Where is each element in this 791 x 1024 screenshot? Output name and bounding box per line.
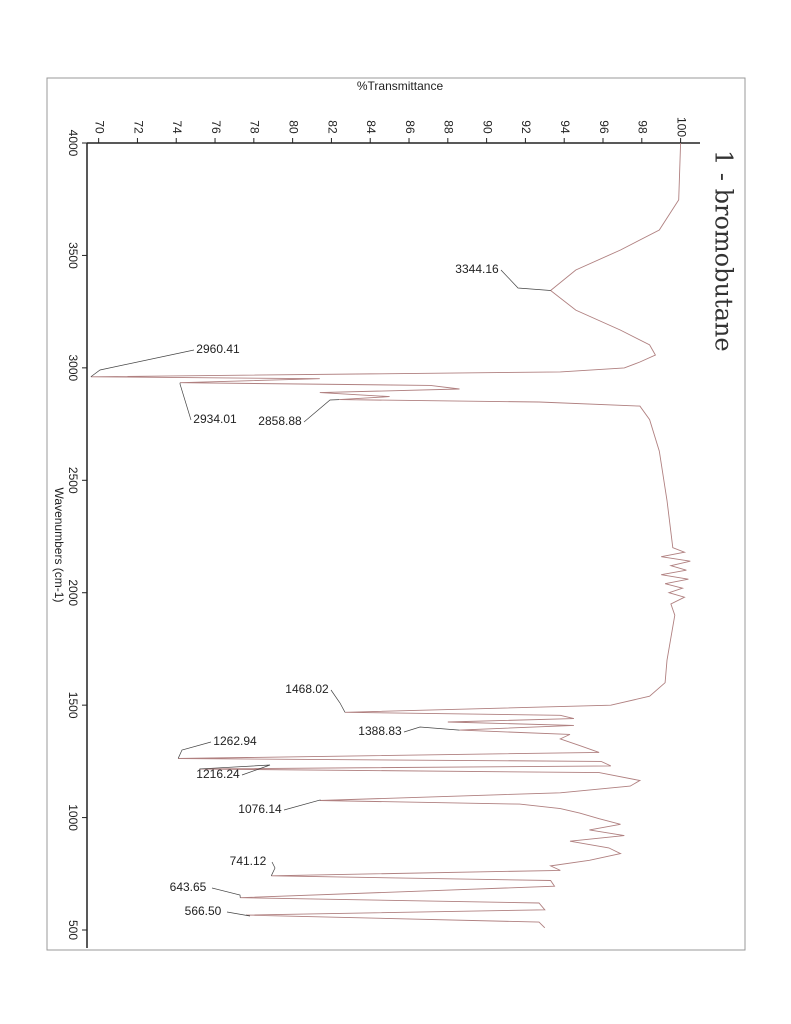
y-tick-label: 94 <box>558 120 572 134</box>
peak-connector <box>179 382 192 421</box>
y-tick-label: 88 <box>442 120 456 134</box>
y-tick-label: 100 <box>674 117 688 137</box>
peak-label: 741.12 <box>230 854 267 868</box>
y-tick-label: 82 <box>325 120 339 134</box>
y-tick-label: 96 <box>597 120 611 134</box>
handwritten-label: 1 - bromobutane <box>710 150 738 352</box>
peak-connector <box>226 911 251 917</box>
peak-label: 566.50 <box>185 904 222 918</box>
peak-connector <box>330 689 346 713</box>
peak-connector <box>303 399 340 423</box>
peak-label: 1076.14 <box>238 802 282 816</box>
peak-connector <box>270 861 276 876</box>
y-tick-label: 84 <box>364 120 378 134</box>
peak-label: 3344.16 <box>455 262 499 276</box>
y-tick-label: 74 <box>170 120 184 134</box>
peak-connector <box>177 741 212 759</box>
peak-label: 2934.01 <box>193 412 237 426</box>
y-tick-label: 90 <box>480 120 494 134</box>
y-tick-label: 80 <box>286 120 300 134</box>
peak-label: 1262.94 <box>213 734 257 748</box>
peak-connector <box>283 799 321 811</box>
x-tick-label: 4000 <box>66 130 80 157</box>
x-tick-label: 1000 <box>66 804 80 831</box>
y-tick-label: 76 <box>209 120 223 134</box>
x-tick-label: 2500 <box>66 467 80 494</box>
peak-connector <box>199 764 271 776</box>
y-tick-label: 98 <box>636 120 650 134</box>
peak-label: 1216.24 <box>196 767 240 781</box>
peak-label: 2858.88 <box>258 414 302 428</box>
y-tick-label: 70 <box>92 120 106 134</box>
y-tick-label: 92 <box>519 120 533 134</box>
y-tick-label: 86 <box>403 120 417 134</box>
peak-label: 1388.83 <box>358 724 402 738</box>
y-tick-label: 78 <box>248 120 262 134</box>
x-tick-label: 2000 <box>66 579 80 606</box>
peak-connector <box>90 349 195 378</box>
y-tick-label: 72 <box>131 120 145 134</box>
x-axis-label: Wavenumbers (cm-1) <box>52 488 66 603</box>
spectrum-line <box>90 142 691 929</box>
peak-label: 1468.02 <box>285 682 329 696</box>
chart-title: %Transmittance <box>357 79 444 93</box>
x-tick-label: 500 <box>66 920 80 940</box>
peak-connector <box>403 726 460 733</box>
peak-connector <box>211 887 241 898</box>
x-tick-label: 1500 <box>66 692 80 719</box>
x-tick-label: 3000 <box>66 355 80 382</box>
peak-label: 643.65 <box>170 880 207 894</box>
x-tick-label: 3500 <box>66 242 80 269</box>
peak-label: 2960.41 <box>196 342 240 356</box>
outer-frame <box>46 77 746 951</box>
peak-connector <box>500 269 551 291</box>
